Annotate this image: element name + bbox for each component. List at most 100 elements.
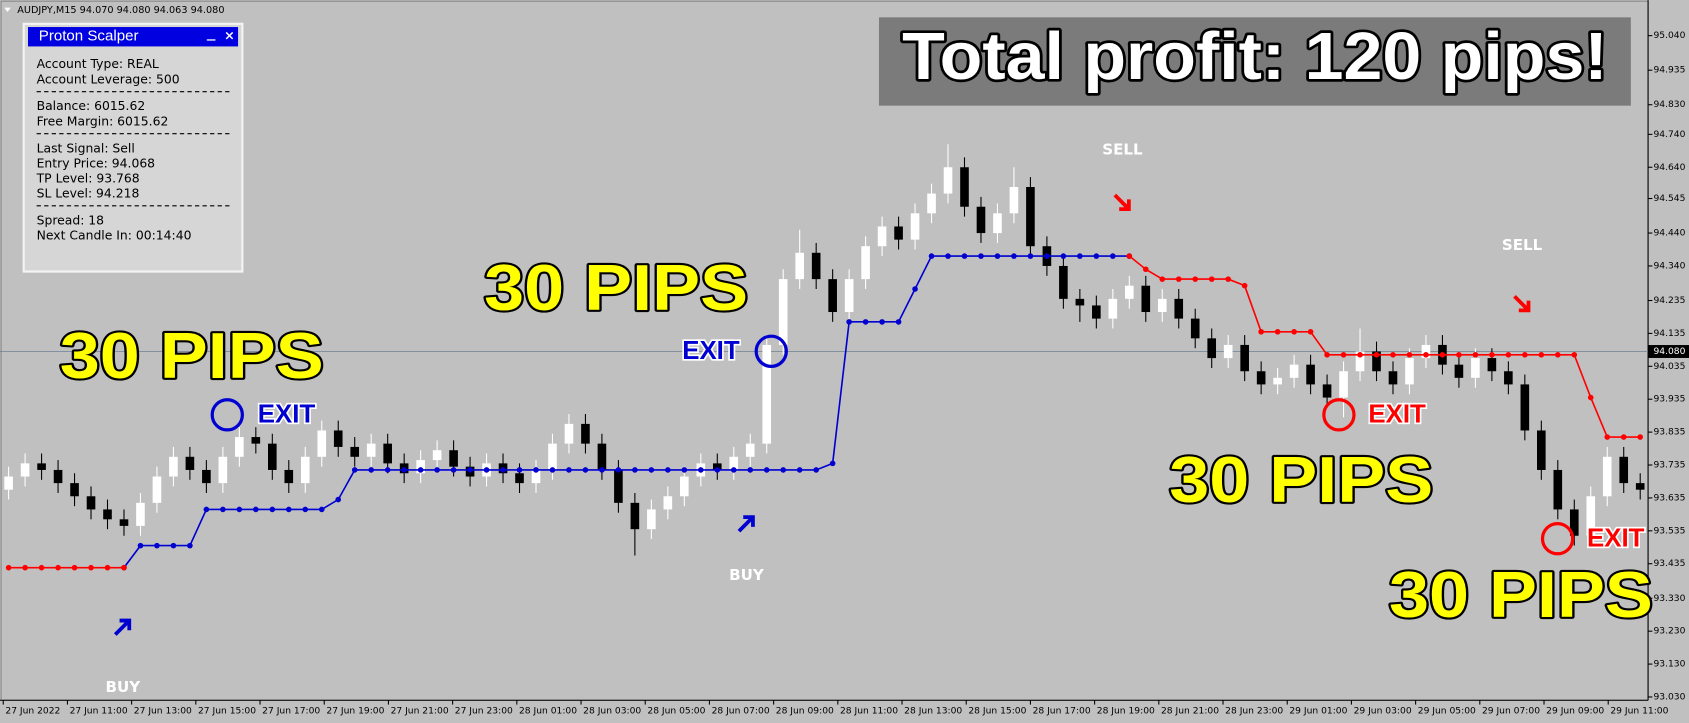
y-tick-label: 94.830: [1653, 100, 1685, 110]
candle-body: [581, 423, 590, 444]
candle-body: [251, 437, 261, 444]
signal-label: BUY: [729, 566, 765, 584]
candle-body: [1602, 456, 1612, 497]
indicator-dot: [1274, 328, 1281, 335]
candle-body: [993, 213, 1002, 234]
candle-body: [531, 469, 541, 484]
candle-body: [4, 476, 13, 490]
candle-body: [1635, 483, 1645, 490]
x-tick-label: 28 Jun 23:00: [1225, 707, 1283, 717]
y-tick-label: 95.040: [1653, 31, 1685, 41]
candle-body: [416, 460, 425, 474]
candle-body: [1372, 351, 1381, 372]
candle-body: [1223, 344, 1233, 359]
candle-body: [300, 456, 310, 484]
candle-body: [877, 226, 887, 247]
exit-label: EXIT: [1587, 525, 1645, 553]
candle-body: [762, 344, 772, 444]
indicator-dot: [1555, 351, 1561, 358]
candle-body: [828, 279, 837, 313]
panel-titlebar: [28, 27, 239, 47]
candle-body: [202, 469, 211, 484]
candle-body: [1586, 496, 1596, 536]
indicator-dot: [1472, 351, 1479, 358]
indicator-dot: [1060, 253, 1067, 259]
indicator-dot: [945, 253, 951, 259]
info-panel: Proton Scalper Account Type: REALAccount …: [22, 22, 244, 273]
header-arrow: [4, 7, 11, 12]
x-tick-label: 27 Jun 19:00: [326, 707, 384, 717]
indicator-dot: [1340, 351, 1347, 358]
pips-label: 30 PIPS: [1389, 558, 1653, 631]
exit-label: EXIT: [1368, 401, 1426, 429]
candle-body: [53, 469, 63, 484]
indicator-dot: [829, 460, 836, 467]
y-tick-label: 94.135: [1653, 329, 1685, 339]
candle-body: [1059, 265, 1068, 299]
y-tick-label: 93.030: [1653, 692, 1685, 702]
candle-body: [894, 226, 903, 240]
candle-body: [614, 469, 623, 503]
candle-body: [1289, 364, 1299, 378]
current-price-box: [1648, 345, 1689, 358]
indicator-dot: [1175, 276, 1182, 282]
pips-label: 30 PIPS: [1169, 443, 1433, 516]
pips-label: 30 PIPS: [484, 251, 748, 324]
indicator-dot: [1027, 253, 1034, 259]
indicator-dot: [796, 467, 803, 473]
candle-body: [1421, 344, 1431, 359]
x-tick-label: 28 Jun 11:00: [840, 707, 898, 717]
indicator-dot: [335, 496, 342, 503]
candle-body: [1388, 371, 1398, 385]
indicator-dot: [417, 467, 424, 473]
panel-line: Last Signal: Sell: [37, 141, 135, 155]
candle-body: [1240, 344, 1249, 372]
indicator-dot: [895, 319, 902, 325]
candle-body: [432, 450, 442, 461]
candle-body: [1471, 358, 1480, 378]
indicator-dot: [599, 467, 605, 473]
indicator-dot: [384, 467, 391, 473]
indicator-dot: [269, 506, 276, 513]
exit-label: EXIT: [258, 401, 316, 429]
pips-label: 30 PIPS: [60, 319, 324, 392]
indicator-dot: [549, 467, 556, 473]
x-tick-label: 27 Jun 15:00: [198, 707, 256, 717]
indicator-dot: [681, 467, 688, 473]
candle-body: [1454, 364, 1464, 378]
candle-body: [910, 213, 920, 240]
exit-circle: [1322, 398, 1356, 432]
y-tick-label: 93.735: [1653, 461, 1685, 471]
candle-body: [1009, 186, 1019, 214]
y-tick-label: 93.230: [1653, 627, 1685, 637]
exit-label: EXIT: [682, 337, 740, 365]
y-tick-label: 93.635: [1653, 493, 1685, 503]
x-tick-label: 29 Jun 11:00: [1610, 707, 1668, 717]
candle-body: [1355, 351, 1365, 372]
indicator-dot: [961, 253, 968, 259]
y-tick-label: 94.035: [1653, 362, 1685, 372]
signal-arrow: [113, 618, 132, 636]
candle-body: [1405, 358, 1414, 385]
y-tick-label: 93.935: [1653, 395, 1685, 405]
candle-body: [647, 509, 656, 530]
candle-body: [1487, 358, 1497, 372]
indicator-dot: [1110, 253, 1116, 259]
indicator-dot: [566, 467, 572, 473]
candle-body: [317, 430, 327, 457]
profit-title: Total profit: 120 pips!: [902, 20, 1608, 94]
candle-body: [712, 463, 722, 470]
candle-body: [745, 443, 755, 457]
candle-body: [1553, 469, 1563, 510]
signal-label: SELL: [1502, 236, 1543, 254]
panel-line: Account Leverage: 500: [37, 72, 180, 86]
candle-body: [1306, 364, 1315, 385]
indicator-dot: [1208, 276, 1215, 282]
y-tick-label: 93.130: [1653, 660, 1685, 670]
x-tick-label: 28 Jun 09:00: [776, 707, 834, 717]
x-tick-label: 29 Jun 09:00: [1546, 707, 1604, 717]
indicator-dot: [1571, 351, 1578, 358]
indicator-dot: [714, 467, 721, 473]
candle-body: [1141, 285, 1151, 313]
candle-body: [811, 252, 821, 280]
